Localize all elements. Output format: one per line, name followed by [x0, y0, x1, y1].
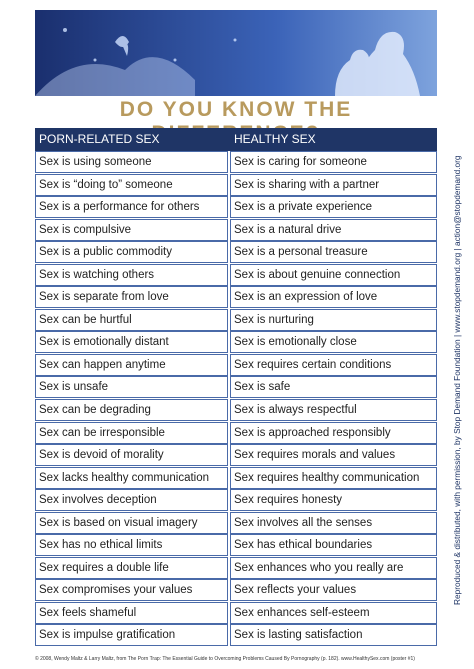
table-cell: Sex is watching others	[35, 263, 228, 286]
table-cell: Sex lacks healthy communication	[35, 466, 228, 489]
table-row: Sex is “doing to” someone Sex is sharing …	[35, 173, 437, 197]
table-cell: Sex is about genuine connection	[230, 263, 437, 286]
column-header: HEALTHY SEX	[234, 132, 316, 146]
table-cell: Sex is safe	[230, 376, 437, 399]
table-row: Sex is separate from love Sex is an expre…	[35, 286, 437, 309]
table-row: Sex is unsafe Sex is safe	[35, 376, 437, 399]
table-cell: Sex is approached responsibly	[230, 421, 437, 444]
table-cell: Sex reflects your values	[230, 579, 437, 602]
table-cell: Sex is caring for someone	[230, 151, 437, 173]
table-row: Sex is impulse gratification Sex is lasti…	[35, 624, 437, 647]
table-row: Sex requires a double life Sex enhances w…	[35, 556, 437, 580]
table-cell: Sex is an expression of love	[230, 286, 437, 309]
table-cell: Sex has no ethical limits	[35, 534, 228, 557]
table-row: Sex is devoid of morality Sex requires mo…	[35, 444, 437, 467]
table-row: Sex is using someone Sex is caring for so…	[35, 151, 437, 174]
table-cell: Sex is “doing to” someone	[35, 173, 228, 196]
table-cell: Sex is based on visual imagery	[35, 511, 228, 534]
table-cell: Sex is separate from love	[35, 286, 228, 309]
table-row: Sex is watching others Sex is about genui…	[35, 263, 437, 287]
table-header: PORN-RELATED SEX HEALTHY SEX	[35, 128, 437, 151]
table-cell: Sex enhances self-esteem	[230, 601, 437, 624]
table-cell: Sex is a private experience	[230, 196, 437, 219]
table-cell: Sex requires honesty	[230, 489, 437, 512]
table-cell: Sex can happen anytime	[35, 353, 228, 376]
table-cell: Sex is unsafe	[35, 376, 228, 399]
table-cell: Sex requires certain conditions	[230, 353, 437, 376]
table-cell: Sex is sharing with a partner	[230, 173, 437, 196]
table-cell: Sex can be hurtful	[35, 308, 228, 331]
table-row: Sex can be irresponsible Sex is approache…	[35, 421, 437, 445]
table-cell: Sex enhances who you really are	[230, 556, 437, 579]
table-cell: Sex is a personal treasure	[230, 241, 437, 264]
table-cell: Sex is emotionally close	[230, 331, 437, 354]
table-cell: Sex is nurturing	[230, 308, 437, 331]
table-cell: Sex can be degrading	[35, 399, 228, 422]
table-cell: Sex involves deception	[35, 489, 228, 512]
table-cell: Sex is impulse gratification	[35, 624, 228, 647]
footer: © 2008, Wendy Maltz & Larry Maltz, from …	[35, 656, 415, 662]
comparison-table: PORN-RELATED SEX HEALTHY SEX Sex is usin…	[35, 128, 437, 647]
table-row: Sex is emotionally distant Sex is emotion…	[35, 331, 437, 354]
table-cell: Sex is using someone	[35, 151, 228, 173]
side-note: Reproduced & distributed, with permissio…	[452, 155, 462, 606]
table-cell: Sex is a performance for others	[35, 196, 228, 219]
table-cell: Sex requires a double life	[35, 556, 228, 579]
table-cell: Sex is devoid of morality	[35, 444, 228, 467]
table-row: Sex lacks healthy communication Sex requi…	[35, 466, 437, 490]
table-cell: Sex has ethical boundaries	[230, 534, 437, 557]
table-row: Sex is based on visual imagery Sex involv…	[35, 511, 437, 535]
table-row: Sex involves deception Sex requires hones…	[35, 489, 437, 512]
table-cell: Sex is a natural drive	[230, 218, 437, 241]
table-row: Sex is compulsive Sex is a natural drive	[35, 218, 437, 242]
table-cell: Sex compromises your values	[35, 579, 228, 602]
table-cell: Sex involves all the senses	[230, 511, 437, 534]
table-row: Sex can be hurtful Sex is nurturing	[35, 308, 437, 332]
table-cell: Sex is emotionally distant	[35, 331, 228, 354]
table-cell: Sex is always respectful	[230, 399, 437, 422]
table-row: Sex is a performance for others Sex is a …	[35, 196, 437, 219]
table-row: Sex feels shameful Sex enhances self-este…	[35, 601, 437, 625]
table-cell: Sex can be irresponsible	[35, 421, 228, 444]
table-cell: Sex requires morals and values	[230, 444, 437, 467]
table-row: Sex can happen anytime Sex requires certa…	[35, 353, 437, 377]
table-cell: Sex is a public commodity	[35, 241, 228, 264]
table-cell: Sex is compulsive	[35, 218, 228, 241]
table-cell: Sex feels shameful	[35, 601, 228, 624]
banner	[35, 10, 437, 96]
table-row: Sex is a public commodity Sex is a person…	[35, 241, 437, 264]
table-cell: Sex requires healthy communication	[230, 466, 437, 489]
column-header: PORN-RELATED SEX	[39, 132, 160, 146]
table-row: Sex compromises your values Sex reflects …	[35, 579, 437, 602]
table-cell: Sex is lasting satisfaction	[230, 624, 437, 647]
table-row: Sex can be degrading Sex is always respec…	[35, 399, 437, 422]
table-row: Sex has no ethical limits Sex has ethical…	[35, 534, 437, 557]
